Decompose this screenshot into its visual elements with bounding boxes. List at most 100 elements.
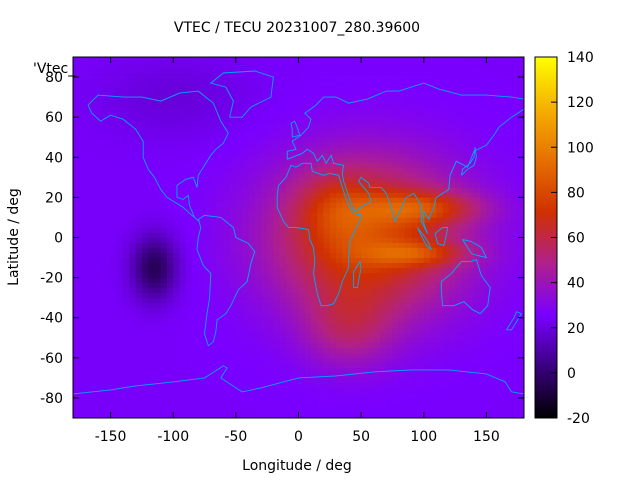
heatmap-cell: [185, 172, 193, 178]
heatmap-cell: [292, 302, 299, 309]
heatmap-cell: [185, 222, 193, 228]
heatmap-cell: [442, 97, 450, 103]
heatmap-cell: [311, 77, 318, 83]
heatmap-cell: [455, 362, 462, 369]
heatmap-cell: [110, 407, 118, 414]
heatmap-cell: [267, 167, 274, 173]
heatmap-cell: [192, 247, 199, 253]
heatmap-cell: [448, 322, 456, 329]
heatmap-cell: [298, 262, 306, 268]
heatmap-cell: [417, 287, 425, 294]
heatmap-cell: [129, 207, 137, 213]
heatmap-cell: [110, 177, 118, 183]
heatmap-cell: [85, 137, 93, 143]
heatmap-cell: [110, 397, 118, 404]
heatmap-cell: [386, 77, 393, 83]
heatmap-cell: [342, 312, 350, 319]
heatmap-cell: [179, 277, 187, 284]
heatmap-cell: [467, 127, 475, 133]
heatmap-cell: [166, 357, 174, 364]
heatmap-cell: [116, 212, 124, 218]
heatmap-cell: [173, 147, 180, 153]
heatmap-cell: [135, 277, 143, 284]
heatmap-cell: [292, 357, 299, 364]
heatmap-cell: [329, 152, 337, 158]
heatmap-cell: [242, 232, 249, 238]
heatmap-cell: [455, 172, 462, 178]
heatmap-cell: [455, 412, 462, 419]
heatmap-cell: [298, 332, 306, 339]
heatmap-cell: [480, 302, 487, 309]
heatmap-cell: [398, 267, 406, 273]
heatmap-cell: [398, 257, 406, 263]
heatmap-cell: [267, 62, 274, 68]
heatmap-cell: [160, 107, 168, 113]
heatmap-cell: [492, 202, 500, 208]
heatmap-cell: [223, 342, 230, 349]
heatmap-cell: [311, 347, 318, 354]
heatmap-cell: [242, 347, 249, 354]
heatmap-cell: [467, 117, 475, 123]
heatmap-cell: [386, 92, 393, 98]
heatmap-cell: [204, 97, 212, 103]
heatmap-cell: [379, 137, 387, 143]
heatmap-cell: [229, 397, 237, 404]
heatmap-cell: [505, 412, 512, 419]
heatmap-cell: [467, 122, 475, 128]
heatmap-cell: [379, 392, 387, 399]
heatmap-cell: [448, 177, 456, 183]
heatmap-cell: [430, 367, 437, 374]
heatmap-cell: [279, 297, 287, 304]
heatmap-cell: [198, 312, 205, 319]
heatmap-cell: [154, 197, 162, 203]
heatmap-cell: [285, 147, 293, 153]
heatmap-cell: [417, 197, 425, 203]
heatmap-cell: [467, 62, 475, 68]
heatmap-cell: [79, 97, 86, 103]
heatmap-cell: [411, 117, 418, 123]
heatmap-cell: [411, 382, 418, 389]
heatmap-cell: [292, 317, 299, 324]
heatmap-cell: [448, 217, 456, 223]
heatmap-cell: [173, 272, 180, 279]
heatmap-cell: [179, 107, 187, 113]
heatmap-cell: [116, 132, 124, 138]
heatmap-cell: [336, 237, 343, 243]
heatmap-cell: [467, 312, 475, 319]
heatmap-cell: [79, 287, 86, 294]
heatmap-cell: [361, 167, 368, 173]
heatmap-cell: [192, 372, 199, 379]
heatmap-cell: [229, 342, 237, 349]
heatmap-cell: [336, 362, 343, 369]
heatmap-cell: [505, 342, 512, 349]
heatmap-cell: [148, 182, 155, 188]
heatmap-cell: [267, 347, 274, 354]
heatmap-cell: [210, 282, 218, 289]
heatmap-cell: [386, 112, 393, 118]
heatmap-cell: [229, 207, 237, 213]
heatmap-cell: [248, 202, 256, 208]
heatmap-cell: [323, 357, 331, 364]
heatmap-cell: [279, 412, 287, 419]
heatmap-cell: [480, 262, 487, 268]
heatmap-cell: [154, 347, 162, 354]
heatmap-cell: [430, 187, 437, 193]
heatmap-cell: [279, 277, 287, 284]
heatmap-cell: [79, 117, 86, 123]
heatmap-cell: [348, 257, 356, 263]
heatmap-cell: [166, 362, 174, 369]
heatmap-cell: [361, 222, 368, 228]
heatmap-cell: [348, 337, 356, 344]
heatmap-cell: [229, 352, 237, 359]
heatmap-cell: [361, 247, 368, 253]
heatmap-cell: [73, 197, 80, 203]
heatmap-cell: [311, 357, 318, 364]
heatmap-cell: [260, 172, 268, 178]
heatmap-cell: [166, 372, 174, 379]
heatmap-cell: [367, 402, 375, 409]
heatmap-cell: [480, 177, 487, 183]
heatmap-cell: [373, 97, 381, 103]
heatmap-cell: [273, 157, 281, 163]
heatmap-cell: [473, 392, 481, 399]
